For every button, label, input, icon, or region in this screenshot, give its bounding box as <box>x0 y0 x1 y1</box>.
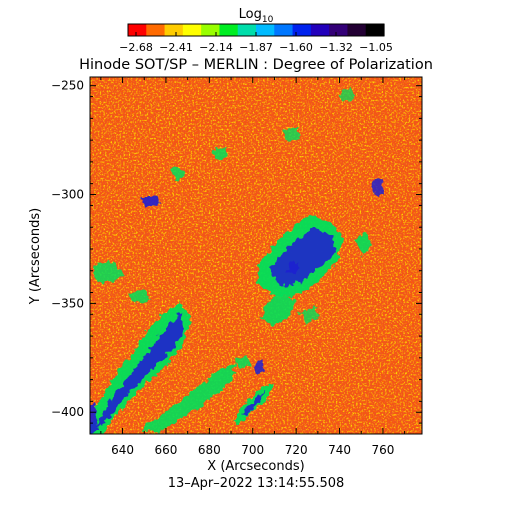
polarization-feature <box>372 178 384 196</box>
colorbar-segment <box>365 24 385 36</box>
polarization-feature <box>92 262 124 282</box>
colorbar-tick-label: −2.41 <box>159 41 193 54</box>
colorbar-segment <box>274 24 294 36</box>
polarization-feature <box>254 360 264 374</box>
x-tick-label: 640 <box>111 443 134 457</box>
y-tick-label: −400 <box>51 405 84 419</box>
polarization-feature <box>96 314 184 428</box>
colorbar-segment <box>128 24 147 36</box>
y-axis: −250 −300 −350 −400 <box>51 79 422 424</box>
x-tick-label: 760 <box>371 443 394 457</box>
polarization-feature <box>262 292 296 326</box>
x-tick-label: 720 <box>285 443 308 457</box>
x-tick-label: 740 <box>328 443 351 457</box>
polarization-feature <box>236 356 250 368</box>
polarization-feature <box>128 290 150 304</box>
map-features <box>90 88 384 434</box>
polarization-feature <box>142 196 160 208</box>
polarization-feature <box>170 168 186 180</box>
y-tick-label: −250 <box>51 79 84 93</box>
colorbar-tick-label: −1.05 <box>359 41 393 54</box>
colorbar-segment <box>256 24 275 36</box>
y-tick-label: −300 <box>51 188 84 202</box>
polarization-feature <box>300 306 318 324</box>
polarization-feature <box>240 392 264 416</box>
colorbar-segment <box>237 24 257 36</box>
x-tick-label: 700 <box>241 443 264 457</box>
plot-title: Hinode SOT/SP – MERLIN : Degree of Polar… <box>79 57 433 73</box>
polarization-feature <box>340 88 354 102</box>
y-axis-label: Y (Arcseconds) <box>28 208 43 305</box>
x-tick-label: 660 <box>154 443 177 457</box>
colorbar-segment <box>201 24 221 36</box>
colorbar-segment <box>347 24 367 36</box>
colorbar-tick-label: −1.32 <box>319 41 353 54</box>
x-axis: 640 660 680 700 720 740 760 <box>100 77 406 457</box>
polarization-feature <box>286 260 298 276</box>
colorbar-ticks: −2.68 −2.41 −2.14 −1.87 −1.60 −1.32 −1.05 <box>119 32 393 54</box>
colorbar-tick-label: −1.87 <box>239 41 273 54</box>
colorbar-tick-label: −1.60 <box>279 41 313 54</box>
polarization-feature <box>90 402 98 434</box>
polarization-map <box>90 77 422 434</box>
colorbar-segment <box>164 24 184 36</box>
colorbar-tick-label: −2.68 <box>119 41 153 54</box>
x-tick-label: 680 <box>198 443 221 457</box>
colorbar-segment <box>310 24 330 36</box>
timestamp: 13–Apr–2022 13:14:55.508 <box>168 476 345 491</box>
polarization-feature <box>212 148 228 160</box>
colorbar-segment <box>182 24 202 36</box>
x-axis-label: X (Arcseconds) <box>207 459 304 474</box>
colorbar-segment <box>292 24 312 36</box>
colorbar-strip <box>128 24 385 36</box>
colorbar-label: Log10 <box>239 7 274 25</box>
polarization-feature <box>356 232 372 256</box>
colorbar-tick-label: −2.14 <box>199 41 233 54</box>
colorbar-segment <box>146 24 166 36</box>
y-tick-label: −350 <box>51 296 84 310</box>
polarization-feature <box>284 128 300 142</box>
colorbar-segment <box>219 24 239 36</box>
polarization-feature <box>140 362 236 432</box>
axes-frame <box>89 76 423 435</box>
colorbar-segment <box>329 24 349 36</box>
polarization-feature <box>268 228 336 286</box>
colorbar: Log10 −2.68 −2.41 −2.14 −1.87 −1.60 −1.32 −1.0… <box>119 7 393 54</box>
